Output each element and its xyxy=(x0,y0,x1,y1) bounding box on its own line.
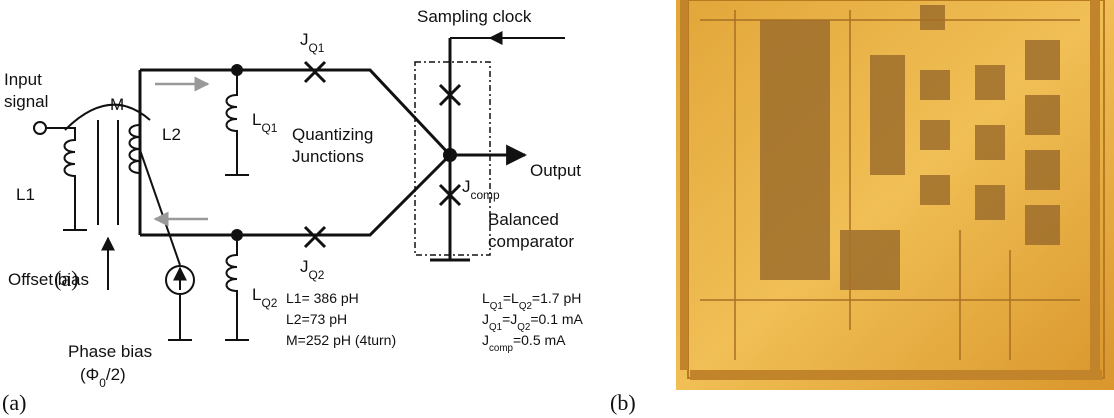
text-run: Phase bias xyxy=(68,342,152,361)
panel-label: (b) xyxy=(610,390,636,415)
subscript: Q2 xyxy=(261,296,277,310)
inductor xyxy=(225,235,249,340)
text-run: /2) xyxy=(106,365,126,384)
inductor xyxy=(46,128,87,230)
text-run: (Φ xyxy=(80,365,99,384)
wire xyxy=(140,150,180,265)
text-run: =0.1 mA xyxy=(530,311,583,327)
text-run: L2 xyxy=(162,125,181,144)
label: LQ1=LQ2=1.7 pH xyxy=(482,290,581,312)
label: L1 xyxy=(16,185,35,204)
label: L2=73 pH xyxy=(286,311,347,327)
subscript: comp xyxy=(489,343,514,354)
text-run: L xyxy=(252,285,261,304)
text-run: L2=73 pH xyxy=(286,311,347,327)
label: LQ2 xyxy=(252,285,278,310)
text-run: Balanced xyxy=(488,210,559,229)
label: comparator xyxy=(488,232,574,251)
label: JQ1=JQ2=0.1 mA xyxy=(482,311,584,333)
text-run: M=252 pH (4turn) xyxy=(286,332,396,348)
label: (Φ0/2) xyxy=(80,365,126,390)
label: Phase bias xyxy=(68,342,152,361)
figure: Sampling clock JQ1 Input signal M L2 L1 … xyxy=(0,0,1114,418)
text-run: J xyxy=(482,311,489,327)
subscript: Q1 xyxy=(490,301,503,312)
label: Output xyxy=(530,161,581,180)
text-run: Sampling clock xyxy=(417,7,532,26)
wire xyxy=(168,294,192,340)
label: JQ2 xyxy=(300,257,325,282)
subscript: Q2 xyxy=(309,268,325,282)
text-run: (a) xyxy=(54,266,78,291)
subscript: comp xyxy=(471,188,500,202)
text-run: Output xyxy=(530,161,581,180)
label: (a) xyxy=(54,266,78,291)
inductor xyxy=(225,70,249,175)
label: M xyxy=(110,95,124,114)
inductor xyxy=(130,125,141,173)
label: L1= 386 pH xyxy=(286,290,359,306)
subscript: Q1 xyxy=(489,322,502,333)
text-run: Quantizing xyxy=(292,125,373,144)
subscript: Q2 xyxy=(517,322,530,333)
coupling xyxy=(65,105,150,130)
label: Sampling clock xyxy=(417,7,532,26)
chip-photo xyxy=(676,0,1114,390)
text-run: J xyxy=(482,332,489,348)
label: LQ1 xyxy=(252,110,278,135)
subscript: Q2 xyxy=(519,301,532,312)
text-run: =0.5 mA xyxy=(513,332,566,348)
label: M=252 pH (4turn) xyxy=(286,332,396,348)
text-run: J xyxy=(300,257,309,276)
text-run: L1= 386 pH xyxy=(286,290,359,306)
subscript: Q1 xyxy=(309,41,325,55)
subscript: Q1 xyxy=(261,121,277,135)
text-run: comparator xyxy=(488,232,574,251)
text-run: J xyxy=(300,30,309,49)
label: L2 xyxy=(162,125,181,144)
text-run: M xyxy=(110,95,124,114)
text-run: L xyxy=(252,110,261,129)
label: Jcomp xyxy=(462,177,500,202)
text-run: =J xyxy=(502,311,517,327)
label: Jcomp=0.5 mA xyxy=(482,332,566,354)
label: signal xyxy=(4,92,48,111)
text-run: Junctions xyxy=(292,147,364,166)
input-terminal xyxy=(34,122,46,134)
schematic: Sampling clock JQ1 Input signal M L2 L1 … xyxy=(4,7,584,390)
label: Junctions xyxy=(292,147,364,166)
text-run: J xyxy=(462,177,471,196)
panel-label: (a) xyxy=(2,390,26,415)
wire xyxy=(430,38,470,260)
text-run: =L xyxy=(503,290,519,306)
label: Quantizing xyxy=(292,125,373,144)
text-run: signal xyxy=(4,92,48,111)
label: JQ1 xyxy=(300,30,325,55)
label: Balanced xyxy=(488,210,559,229)
text-run: L1 xyxy=(16,185,35,204)
text-run: =1.7 pH xyxy=(532,290,581,306)
label: Input xyxy=(4,70,42,89)
text-run: L xyxy=(482,290,490,306)
text-run: Input xyxy=(4,70,42,89)
